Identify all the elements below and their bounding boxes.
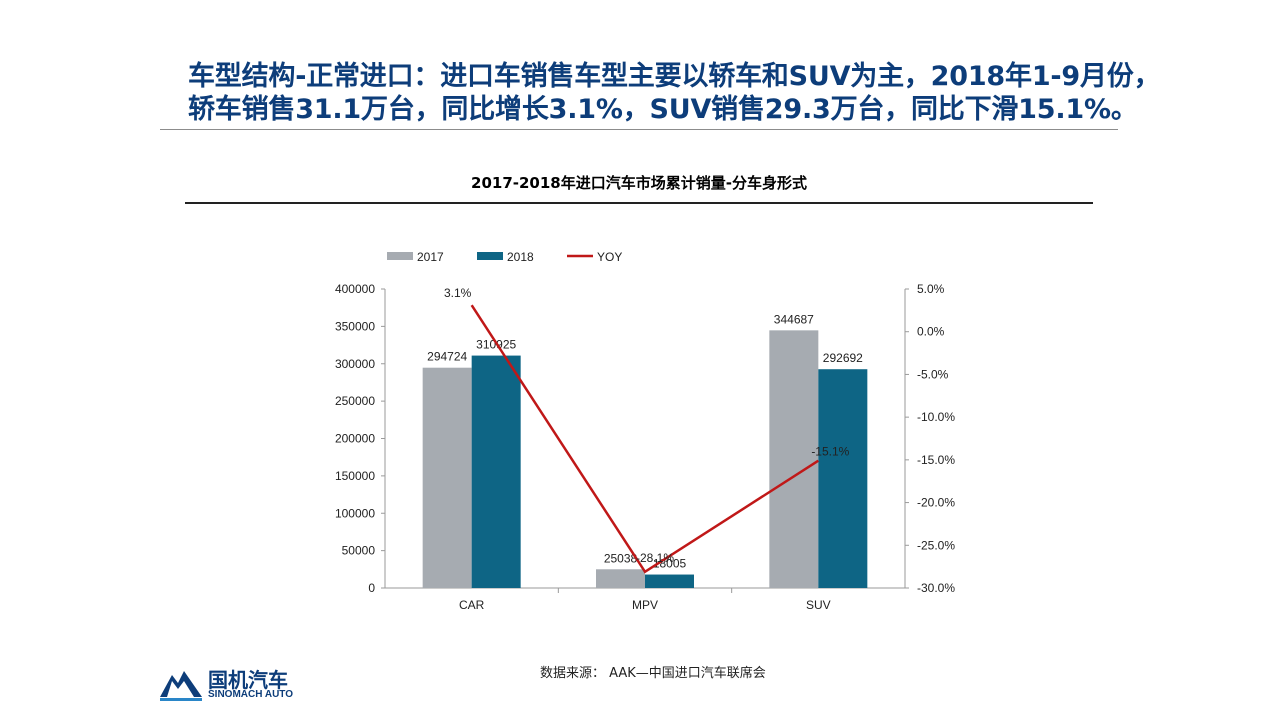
yoy-label-suv: -15.1% xyxy=(811,445,849,459)
yoy-label-mpv: -28.1% xyxy=(636,551,674,565)
yoy-label-car: 3.1% xyxy=(444,286,472,300)
bar-2018-mpv xyxy=(645,574,694,588)
bar-label-2017-car: 294724 xyxy=(427,350,467,364)
y-left-tick-label: 50000 xyxy=(342,544,376,558)
y-left-tick-label: 100000 xyxy=(335,506,375,520)
y-left-tick-label: 0 xyxy=(368,581,375,595)
x-tick-label-car: CAR xyxy=(459,598,485,612)
logo-subtitle: SINOMACH AUTO xyxy=(208,689,293,700)
x-tick-label-suv: SUV xyxy=(806,598,831,612)
bar-2017-suv xyxy=(769,330,819,588)
y-left-tick-label: 200000 xyxy=(335,432,375,446)
headline-line-2: 轿车销售31.1万台，同比增长3.1%，SUV销售29.3万台，同比下滑15.1… xyxy=(188,94,1138,125)
data-source: 数据来源： AAK—中国进口汽车联席会 xyxy=(540,666,766,681)
bar-2018-suv xyxy=(818,369,868,588)
y-right-tick-label: -5.0% xyxy=(917,367,949,381)
chart-title: 2017-2018年进口汽车市场累计销量-分车身形式 xyxy=(471,174,807,192)
y-right-tick-label: -10.0% xyxy=(917,410,955,424)
y-right-tick-label: -20.0% xyxy=(917,496,955,510)
y-left-tick-label: 250000 xyxy=(335,394,375,408)
legend-label-yoy: YOY xyxy=(597,250,622,264)
y-right-tick-label: -15.0% xyxy=(917,453,955,467)
headline: 车型结构-正常进口：进口车销售车型主要以轿车和SUV为主，2018年1-9月份，… xyxy=(188,60,1161,126)
bar-2018-car xyxy=(471,355,521,588)
bar-label-2017-mpv: 25038 xyxy=(604,551,638,565)
legend-label-2017: 2017 xyxy=(417,250,444,264)
y-right-tick-label: 5.0% xyxy=(917,282,945,296)
yoy-line xyxy=(470,304,820,574)
logo-name: 国机汽车 xyxy=(208,668,288,692)
legend-label-2018: 2018 xyxy=(507,250,534,264)
bar-label-2017-suv: 344687 xyxy=(774,312,814,326)
x-tick-label-mpv: MPV xyxy=(632,598,658,612)
y-left-tick-label: 400000 xyxy=(335,282,375,296)
logo-mark-icon xyxy=(160,671,202,701)
y-right-tick-label: 0.0% xyxy=(917,325,945,339)
y-right-tick-label: -25.0% xyxy=(917,538,955,552)
bar-label-2018-suv: 292692 xyxy=(823,351,863,365)
y-right-tick-label: -30.0% xyxy=(917,581,955,595)
headline-line-1: 车型结构-正常进口：进口车销售车型主要以轿车和SUV为主，2018年1-9月份， xyxy=(188,61,1161,92)
bar-2017-mpv xyxy=(596,569,645,588)
bar-2017-car xyxy=(422,367,472,588)
y-left-tick-label: 300000 xyxy=(335,357,375,371)
y-left-tick-label: 150000 xyxy=(335,469,375,483)
chart-title-divider xyxy=(185,202,1093,204)
legend-swatch-2017 xyxy=(387,252,413,260)
legend-swatch-2018 xyxy=(477,252,503,260)
y-left-tick-label: 350000 xyxy=(335,319,375,333)
company-logo: 国机汽车 SINOMACH AUTO xyxy=(158,665,328,705)
headline-divider xyxy=(160,129,1118,130)
